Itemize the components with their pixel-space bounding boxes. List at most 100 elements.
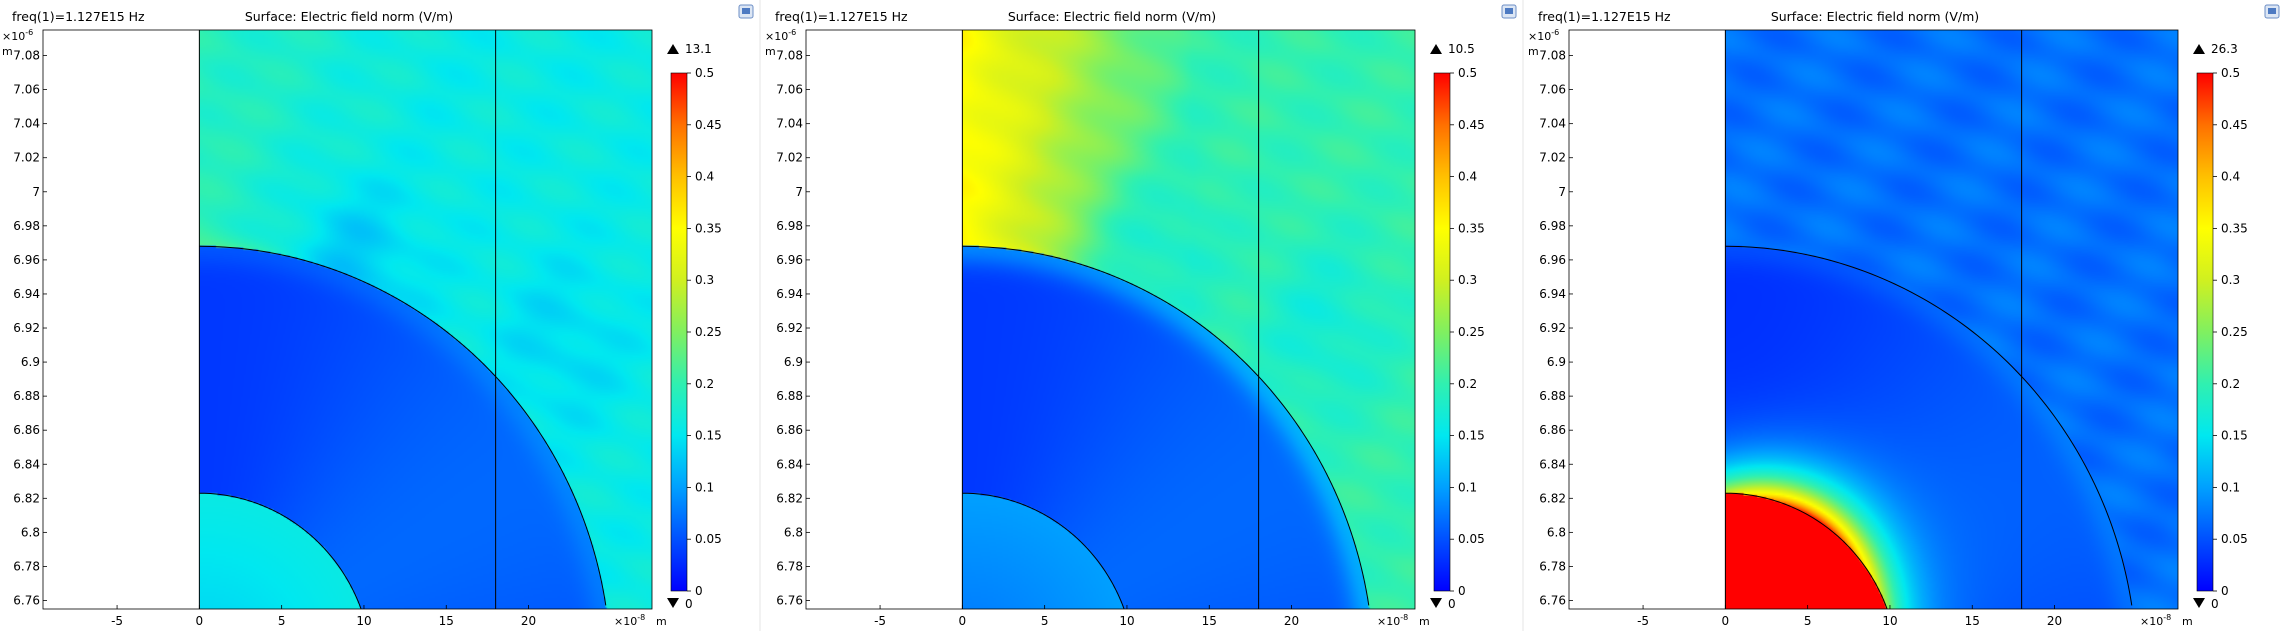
colorbar-tick-label: 0.4 (2221, 170, 2240, 184)
plot-title: Surface: Electric field norm (V/m) (1771, 9, 1979, 24)
y-tick-label: 6.86 (13, 423, 40, 437)
colorbar-tick-label: 0.1 (2221, 480, 2240, 494)
y-tick-label: 6.94 (1539, 287, 1566, 301)
y-tick-label: 6.86 (1539, 423, 1566, 437)
x-tick-label: 15 (439, 614, 454, 628)
colorbar-min-triangle-icon (1430, 598, 1442, 608)
x-tick-label: 5 (278, 614, 286, 628)
y-tick-label: 6.9 (21, 355, 40, 369)
plot-settings-icon[interactable] (1501, 4, 1517, 19)
y-tick-label: 6.88 (776, 389, 803, 403)
y-tick-label: 6.96 (776, 253, 803, 267)
inner-core-boundary (962, 492, 1125, 609)
plot-frame (42, 29, 653, 610)
y-axis-exponent: ×10-6 (1528, 28, 1559, 43)
x-tick-label: 5 (1041, 614, 1049, 628)
colorbar-max-triangle-icon (2193, 44, 2205, 54)
colorbar-tick-label: 0.35 (695, 221, 722, 235)
colorbar-tick-label: 0.5 (2221, 66, 2240, 80)
colorbar-tick-label: 0.05 (695, 532, 722, 546)
y-axis-unit: m (1528, 45, 1539, 58)
plot-settings-icon[interactable] (738, 4, 754, 19)
outer-shell-boundary (199, 245, 607, 606)
plot-frame (1568, 29, 2179, 610)
y-tick-label: 6.92 (776, 321, 803, 335)
colorbar-tick-label: 0 (2221, 584, 2229, 598)
colorbar (1433, 72, 1451, 592)
colorbar-min-value: 0 (685, 597, 693, 611)
colorbar-max-value: 13.1 (685, 42, 712, 56)
y-tick-label: 7.08 (13, 49, 40, 63)
y-tick-label: 6.92 (1539, 321, 1566, 335)
y-tick-label: 6.92 (13, 321, 40, 335)
y-tick-label: 6.84 (13, 457, 40, 471)
x-tick-label: 0 (196, 614, 204, 628)
y-tick-label: 7 (795, 185, 803, 199)
y-tick-label: 7.04 (1539, 117, 1566, 131)
chart-panel: freq(1)=1.127E15 Hz Surface: Electric fie… (1522, 0, 2280, 631)
y-tick-label: 6.76 (1539, 593, 1566, 607)
colorbar-tick-label: 0.45 (695, 118, 722, 132)
colorbar-tick-label: 0.3 (695, 273, 714, 287)
colorbar-tick-label: 0.4 (1458, 170, 1477, 184)
y-tick-label: 6.8 (21, 525, 40, 539)
colorbar-tick-label: 0.1 (1458, 480, 1477, 494)
y-tick-label: 6.82 (13, 491, 40, 505)
x-axis-exponent: ×10-8 (1377, 613, 1408, 628)
colorbar-tick-label: 0.25 (2221, 325, 2248, 339)
frequency-label: freq(1)=1.127E15 Hz (12, 9, 145, 24)
colorbar-max-triangle-icon (667, 44, 679, 54)
colorbar-min-value: 0 (2211, 597, 2219, 611)
inner-core-boundary (1725, 492, 1888, 609)
colorbar-tick-label: 0.45 (1458, 118, 1485, 132)
y-tick-label: 6.96 (1539, 253, 1566, 267)
field-surface (199, 30, 652, 609)
y-tick-label: 6.98 (1539, 219, 1566, 233)
colorbar-max-value: 10.5 (1448, 42, 1475, 56)
colorbar-tick-label: 0.15 (1458, 429, 1485, 443)
x-axis-exponent: ×10-8 (614, 613, 645, 628)
colorbar-tick-label: 0.35 (1458, 221, 1485, 235)
x-tick-label: 0 (959, 614, 967, 628)
colorbar-tick-label: 0.35 (2221, 221, 2248, 235)
plot-settings-icon[interactable] (2264, 4, 2280, 19)
x-tick-label: 5 (1804, 614, 1812, 628)
y-tick-label: 6.88 (13, 389, 40, 403)
y-tick-label: 6.9 (1547, 355, 1566, 369)
y-tick-label: 6.78 (776, 559, 803, 573)
x-tick-label: 10 (1119, 614, 1134, 628)
colorbar-tick-label: 0.45 (2221, 118, 2248, 132)
colorbar-min-value: 0 (1448, 597, 1456, 611)
y-axis-unit: m (2, 45, 13, 58)
x-axis-exponent: ×10-8 (2140, 613, 2171, 628)
field-surface (962, 30, 1415, 609)
x-tick-label: 10 (1882, 614, 1897, 628)
y-tick-label: 7.02 (13, 151, 40, 165)
y-tick-label: 7.06 (13, 83, 40, 97)
y-tick-label: 6.78 (13, 559, 40, 573)
colorbar-tick-label: 0.2 (695, 377, 714, 391)
y-tick-label: 7.06 (776, 83, 803, 97)
y-tick-label: 6.96 (13, 253, 40, 267)
x-tick-label: 15 (1202, 614, 1217, 628)
y-tick-label: 6.98 (776, 219, 803, 233)
outer-shell-boundary (962, 245, 1370, 606)
field-surface (1725, 30, 2178, 609)
chart-panel: freq(1)=1.127E15 Hz Surface: Electric fie… (2, 4, 754, 628)
y-tick-label: 6.84 (776, 457, 803, 471)
y-tick-label: 6.94 (776, 287, 803, 301)
outer-shell-boundary (1725, 245, 2133, 606)
frequency-label: freq(1)=1.127E15 Hz (775, 9, 908, 24)
x-tick-label: 20 (521, 614, 536, 628)
y-tick-label: 6.84 (1539, 457, 1566, 471)
y-tick-label: 7 (1558, 185, 1566, 199)
y-tick-label: 7.02 (1539, 151, 1566, 165)
y-axis-exponent: ×10-6 (2, 28, 33, 43)
y-tick-label: 7.02 (776, 151, 803, 165)
colorbar-tick-label: 0.25 (1458, 325, 1485, 339)
x-tick-label: -5 (111, 614, 123, 628)
colorbar (670, 72, 688, 592)
inner-core-boundary (199, 492, 362, 609)
colorbar-max-value: 26.3 (2211, 42, 2238, 56)
